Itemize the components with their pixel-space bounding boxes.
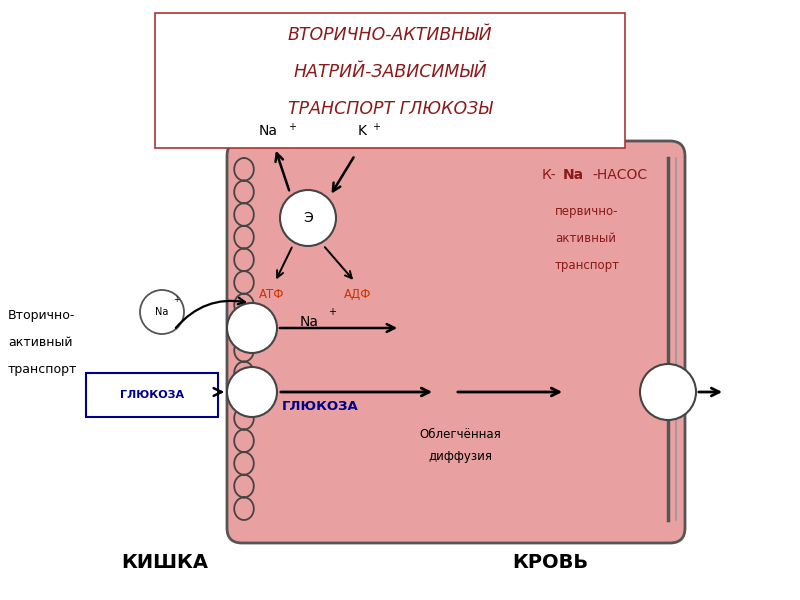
Text: К-: К- bbox=[542, 168, 557, 182]
Text: +: + bbox=[372, 122, 380, 132]
Text: ВТОРИЧНО-АКТИВНЫЙ: ВТОРИЧНО-АКТИВНЫЙ bbox=[288, 26, 492, 44]
Text: -НАСОС: -НАСОС bbox=[592, 168, 647, 182]
Circle shape bbox=[227, 303, 277, 353]
FancyBboxPatch shape bbox=[155, 13, 625, 148]
FancyBboxPatch shape bbox=[227, 141, 685, 543]
Text: КРОВЬ: КРОВЬ bbox=[512, 553, 588, 571]
Text: +: + bbox=[328, 307, 336, 317]
Text: Na: Na bbox=[258, 124, 278, 138]
Text: Облегчённая: Облегчённая bbox=[419, 428, 501, 441]
Circle shape bbox=[227, 367, 277, 417]
Text: ГЛЮКОЗА: ГЛЮКОЗА bbox=[282, 400, 358, 413]
Text: первично-: первично- bbox=[555, 205, 618, 218]
Text: КИШКА: КИШКА bbox=[122, 553, 209, 571]
Text: Na: Na bbox=[155, 307, 169, 317]
Circle shape bbox=[280, 190, 336, 246]
Text: +: + bbox=[288, 122, 296, 132]
FancyBboxPatch shape bbox=[86, 373, 218, 417]
Text: АДФ: АДФ bbox=[344, 288, 372, 301]
Circle shape bbox=[140, 290, 184, 334]
Text: активный: активный bbox=[8, 335, 73, 349]
Text: Э: Э bbox=[303, 211, 313, 225]
Text: диффузия: диффузия bbox=[428, 450, 492, 463]
Text: +: + bbox=[173, 295, 179, 304]
Circle shape bbox=[640, 364, 696, 420]
Text: АТФ: АТФ bbox=[259, 288, 285, 301]
Text: активный: активный bbox=[555, 232, 616, 245]
Text: Na: Na bbox=[563, 168, 584, 182]
Text: ГЛЮКОЗА: ГЛЮКОЗА bbox=[120, 390, 184, 400]
Text: K: K bbox=[358, 124, 366, 138]
Text: Вторично-: Вторично- bbox=[8, 308, 75, 322]
Text: транспорт: транспорт bbox=[555, 259, 620, 272]
Text: ТРАНСПОРТ ГЛЮКОЗЫ: ТРАНСПОРТ ГЛЮКОЗЫ bbox=[288, 100, 492, 118]
Text: НАТРИЙ-ЗАВИСИМЫЙ: НАТРИЙ-ЗАВИСИМЫЙ bbox=[293, 63, 487, 81]
Text: транспорт: транспорт bbox=[8, 362, 78, 376]
Text: Na: Na bbox=[300, 315, 319, 329]
